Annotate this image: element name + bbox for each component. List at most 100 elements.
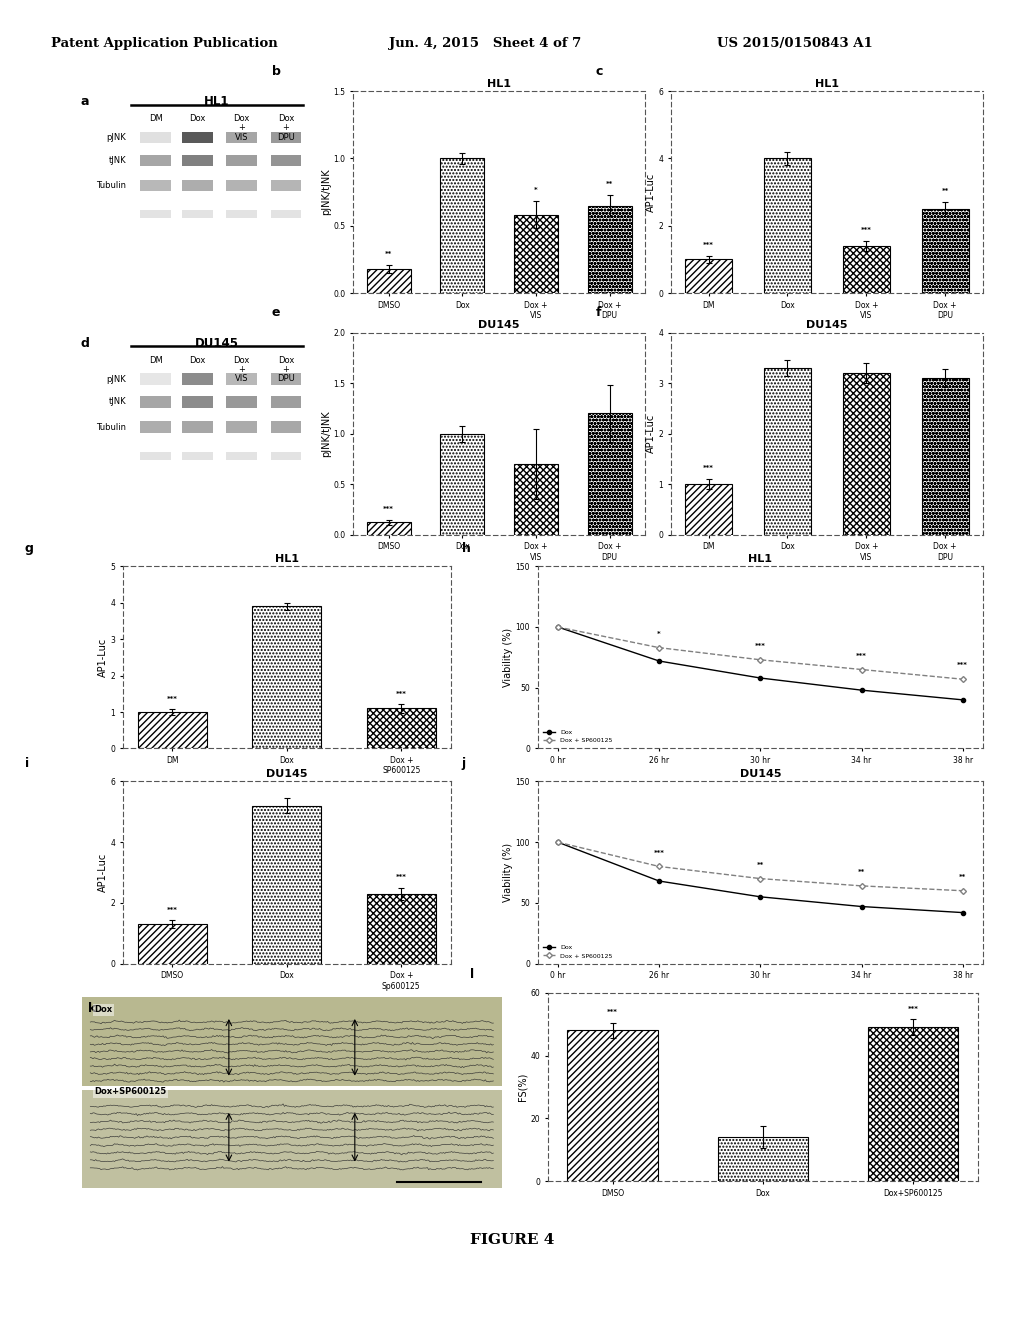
Y-axis label: Viability (%): Viability (%) <box>503 843 513 902</box>
Bar <box>685 259 732 293</box>
Dox <box>855 682 867 698</box>
Bar <box>226 180 257 191</box>
Text: Jun. 4, 2015   Sheet 4 of 7: Jun. 4, 2015 Sheet 4 of 7 <box>389 37 582 50</box>
Title: DU145: DU145 <box>478 321 520 330</box>
Bar <box>440 433 484 535</box>
Text: j: j <box>462 756 466 770</box>
Bar <box>270 132 301 143</box>
Bar <box>718 1138 808 1181</box>
Text: *: * <box>535 187 538 194</box>
Y-axis label: pJNK/tJNK: pJNK/tJNK <box>321 169 331 215</box>
Bar <box>226 421 257 433</box>
Dox <box>552 619 564 635</box>
Text: +: + <box>239 364 245 374</box>
Text: Dox: Dox <box>233 355 250 364</box>
Text: c: c <box>596 65 603 78</box>
Bar <box>440 158 484 293</box>
Text: b: b <box>271 65 281 78</box>
Title: HL1: HL1 <box>487 79 511 88</box>
Line: Dox + SP600125: Dox + SP600125 <box>556 624 965 681</box>
Y-axis label: Viability (%): Viability (%) <box>503 628 513 686</box>
Text: ***: *** <box>167 696 177 702</box>
Text: ***: *** <box>703 465 714 471</box>
Text: pJNK: pJNK <box>106 375 126 384</box>
Text: i: i <box>25 756 29 770</box>
Title: HL1: HL1 <box>815 79 839 88</box>
Bar <box>140 421 171 433</box>
Bar <box>138 711 207 748</box>
Text: DM: DM <box>148 355 163 364</box>
Text: FIGURE 4: FIGURE 4 <box>470 1233 554 1247</box>
Bar <box>140 180 171 191</box>
Text: ***: *** <box>167 907 177 913</box>
Text: Dox: Dox <box>94 1005 113 1014</box>
Bar <box>270 180 301 191</box>
Bar <box>843 374 890 535</box>
Bar <box>226 451 257 459</box>
Y-axis label: FS(%): FS(%) <box>518 1073 527 1101</box>
Text: ***: *** <box>396 690 407 697</box>
Text: US 2015/0150843 A1: US 2015/0150843 A1 <box>717 37 872 50</box>
Text: f: f <box>596 306 601 319</box>
Text: ***: *** <box>957 663 969 668</box>
Bar <box>226 132 257 143</box>
Bar <box>514 463 558 535</box>
Text: a: a <box>81 95 89 108</box>
Legend: Dox, Dox + SP600125: Dox, Dox + SP600125 <box>541 942 614 961</box>
Bar <box>140 374 171 385</box>
Y-axis label: AP1-Luc: AP1-Luc <box>97 638 108 677</box>
Title: HL1: HL1 <box>749 554 772 564</box>
Dox + SP600125 <box>956 672 969 688</box>
Bar <box>843 246 890 293</box>
Text: ***: *** <box>653 850 665 855</box>
Title: DU145: DU145 <box>739 770 781 779</box>
Bar <box>226 154 257 166</box>
Bar <box>140 132 171 143</box>
Text: Dox+SP600125: Dox+SP600125 <box>94 1088 167 1096</box>
Dox <box>956 904 969 920</box>
Dox + SP600125 <box>653 858 666 874</box>
Dox + SP600125 <box>956 883 969 899</box>
Text: **: ** <box>606 181 613 186</box>
Text: tJNK: tJNK <box>109 397 126 407</box>
Text: +: + <box>283 364 290 374</box>
Dox <box>754 888 766 904</box>
Text: e: e <box>271 306 281 319</box>
Dox <box>653 873 666 888</box>
Bar <box>226 396 257 408</box>
Dox + SP600125 <box>855 878 867 894</box>
Bar <box>182 210 213 218</box>
Bar <box>922 378 969 535</box>
Text: ***: *** <box>383 507 394 512</box>
Text: **: ** <box>858 869 865 875</box>
Title: HL1: HL1 <box>274 554 299 564</box>
Dox + SP600125 <box>855 661 867 677</box>
Text: Dox: Dox <box>189 355 206 364</box>
Bar <box>182 154 213 166</box>
Text: Dox: Dox <box>189 114 206 123</box>
Y-axis label: AP1-Luc: AP1-Luc <box>645 173 655 211</box>
Bar <box>567 1031 657 1181</box>
Bar <box>140 451 171 459</box>
Text: **: ** <box>385 251 392 256</box>
Text: ***: *** <box>856 652 867 659</box>
Dox + SP600125 <box>754 652 766 668</box>
Bar <box>367 709 435 748</box>
Text: Dox: Dox <box>278 355 294 364</box>
Text: ***: *** <box>396 874 407 880</box>
Bar <box>182 374 213 385</box>
Bar <box>764 368 811 535</box>
Title: DU145: DU145 <box>266 770 307 779</box>
Text: VIS: VIS <box>234 375 249 383</box>
Dox + SP600125 <box>653 640 666 656</box>
Text: Tubulin: Tubulin <box>96 181 126 190</box>
Bar <box>367 269 411 293</box>
Bar <box>588 206 632 293</box>
Text: *: * <box>657 631 660 636</box>
Bar <box>270 210 301 218</box>
Bar <box>270 396 301 408</box>
Y-axis label: AP1-Luc: AP1-Luc <box>645 414 655 453</box>
Dox <box>855 899 867 915</box>
Dox + SP600125 <box>552 834 564 850</box>
Text: d: d <box>81 337 89 350</box>
